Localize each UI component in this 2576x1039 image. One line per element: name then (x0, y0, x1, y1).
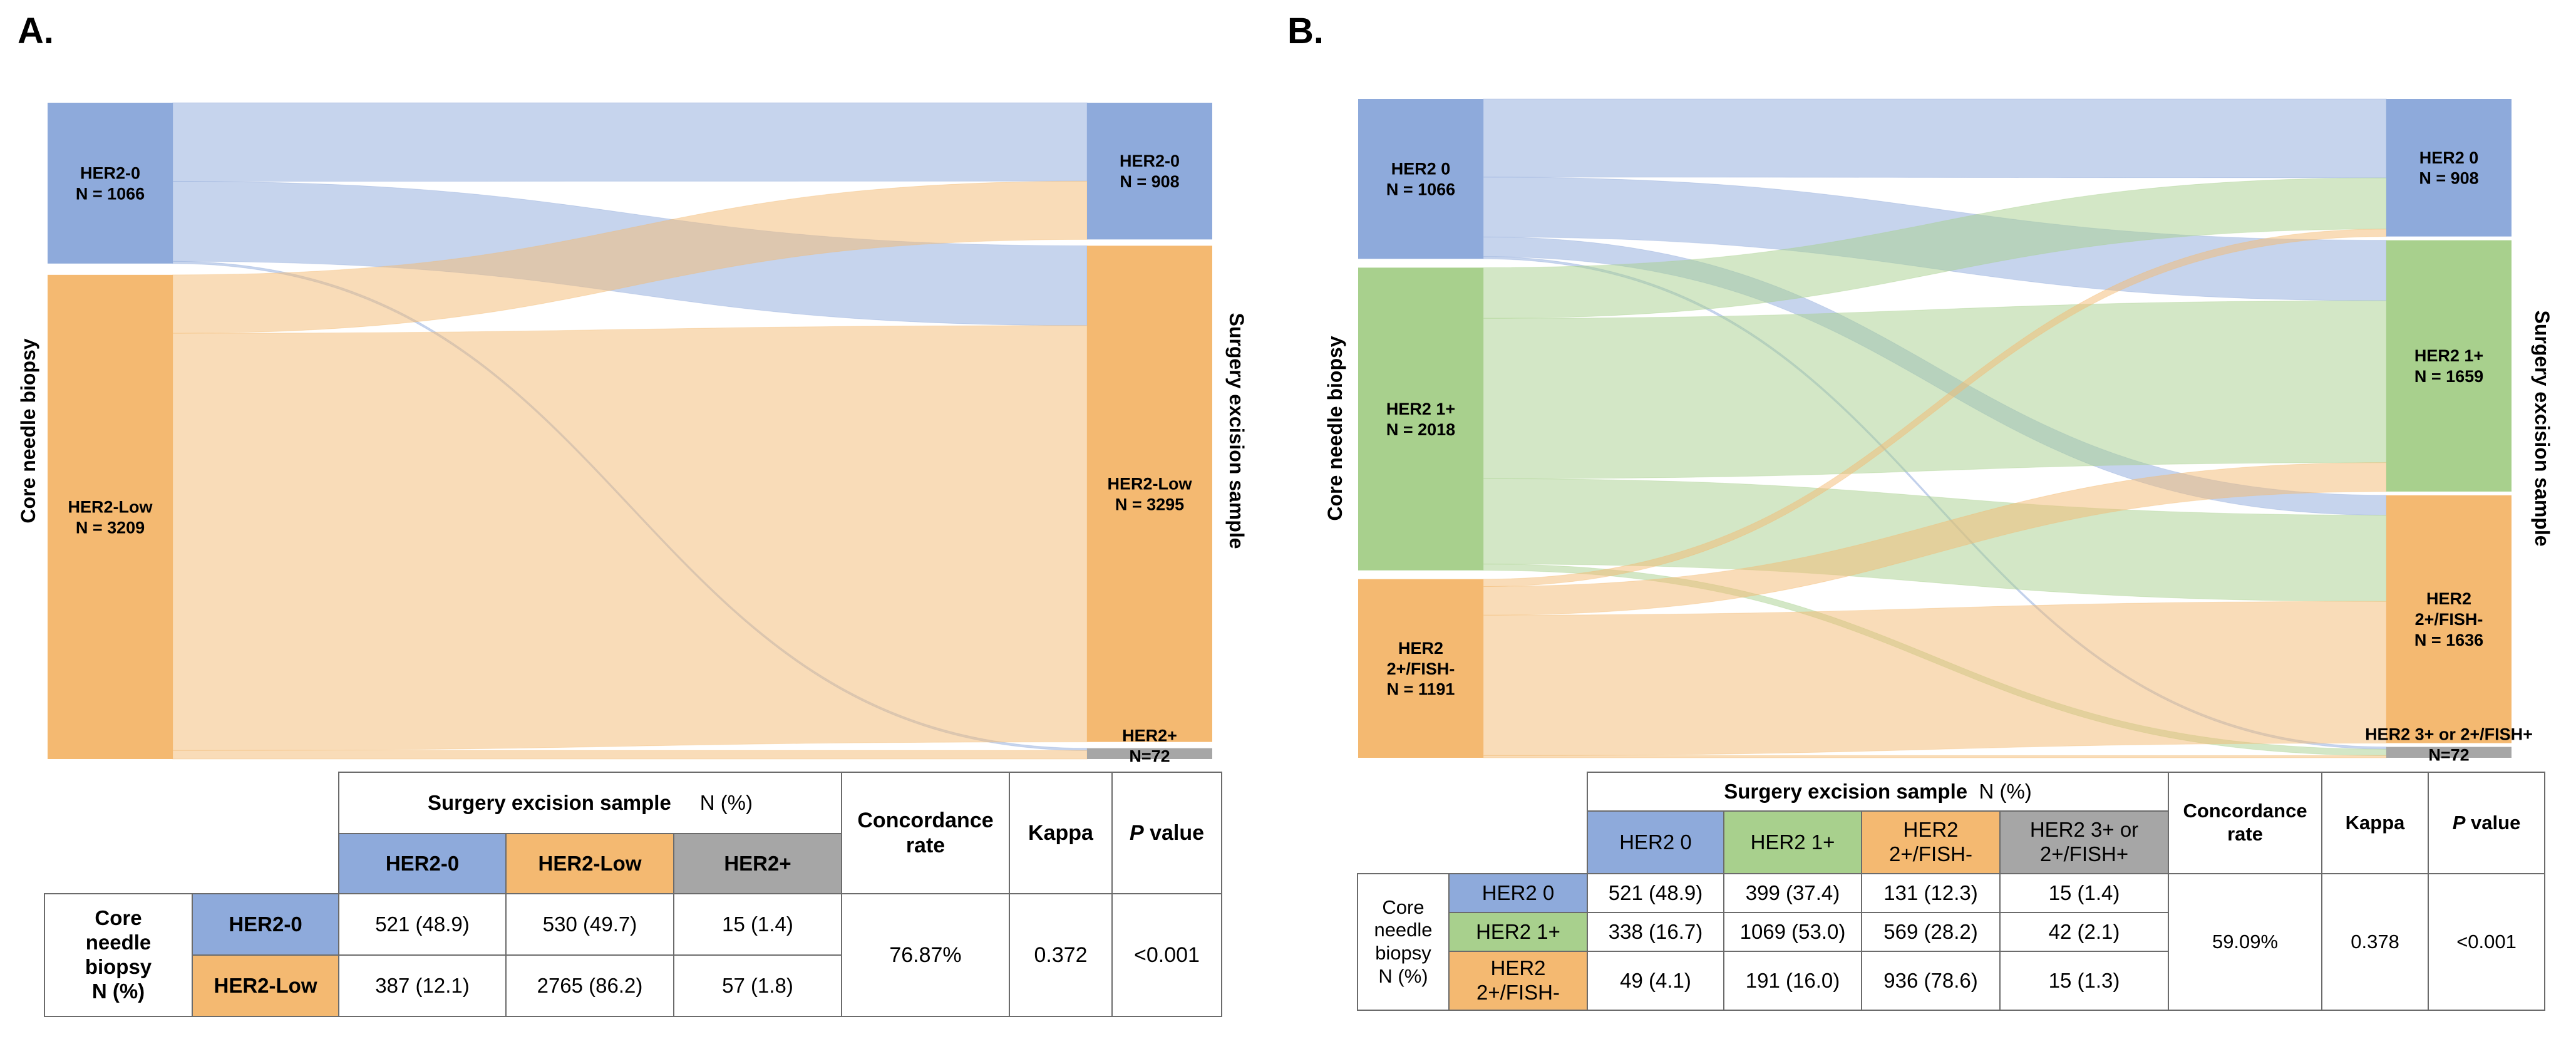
table-b-concordance-header: Concordance rate (2168, 772, 2323, 874)
table-b-cell: 569 (28.2) (1861, 912, 2001, 952)
table-a-pvalue-header: P value (1111, 772, 1223, 894)
flow-her2-low-to-her2plus (172, 750, 1088, 760)
table-b-cell: 49 (4.1) (1587, 951, 1724, 1011)
table-b-col-her2-1plus: HER2 1+ (1723, 810, 1862, 874)
table-a-col-her2-low: HER2-Low (505, 833, 674, 894)
table-b-cell: 521 (48.9) (1587, 873, 1724, 913)
table-a-col-her2-pos: HER2+ (672, 833, 843, 894)
left-axis-title: Core needle biopsy (17, 338, 39, 523)
right-node-her2-3plus-or-2plus-fishplus (2386, 747, 2512, 758)
concordance-table-a: Surgery excision sample N (%) Concordanc… (44, 772, 1223, 1017)
table-a-corner (44, 772, 339, 894)
table-b-cell: 338 (16.7) (1587, 912, 1724, 952)
table-a-pvalue-value: <0.001 (1111, 893, 1223, 1017)
flow-her2-0-to-her2-0 (172, 102, 1088, 182)
flow-her2-low-to-her2-low (172, 325, 1088, 751)
table-a-row-group: Core needle biopsy N (%) (44, 893, 193, 1017)
table-b-row-her2-2plus: HER2 2+/FISH- (1448, 951, 1588, 1011)
flow-her2-2plus-fish-to-her2-1plus (1483, 462, 2387, 616)
table-a-col-her2-0: HER2-0 (338, 833, 507, 894)
left-node-label-her2-1plus: HER2 1+ N = 2018 (1386, 400, 1455, 439)
right-node-label-her2-0: HER2-0 N = 908 (1120, 152, 1180, 191)
table-b-col-her2-2plus: HER2 2+/FISH- (1861, 810, 2001, 874)
flow-her2-2plus-fish-to-her2-3plus-or-2plus-fishplus (1483, 755, 2387, 758)
table-a-concordance-header: Concordance rate (841, 772, 1011, 894)
table-b-cell: 15 (1.3) (1999, 951, 2170, 1011)
right-axis-title: Surgery excision sample (1225, 313, 1248, 549)
right-node-label-her2plus: HER2+ N=72 (1122, 726, 1177, 766)
flow-her2-2plus-fish-to-her2-2plus-fish (1483, 601, 2387, 756)
sankey-panel-a: HER2-0 N = 1066 HER2-Low N = 3209 HER2-0 N = … (17, 102, 1248, 766)
right-node-her2-0 (1087, 103, 1212, 240)
table-b-pvalue-value: <0.001 (2428, 873, 2546, 1011)
table-a-group-header: Surgery excision sample N (%) (337, 772, 843, 834)
flow-her2-low-to-her2-0 (172, 180, 1088, 334)
right-node-label-her2-2plus-fish: HER2 2+/FISH-N = 1636 (2414, 589, 2483, 649)
table-a-row-her2-0: HER2-0 (192, 893, 339, 956)
right-node-label-her2-1plus: HER2 1+ N = 1659 (2414, 346, 2483, 386)
table-b-col-her2-0: HER2 0 (1587, 810, 1724, 874)
right-node-her2-2plus-fish (2386, 495, 2512, 743)
table-a-kappa-value: 0.372 (1009, 893, 1113, 1017)
table-b-cell: 1069 (53.0) (1723, 912, 1862, 952)
left-node-her2-low (48, 274, 173, 760)
right-node-her2-low (1087, 246, 1212, 742)
left-node-her2-1plus (1358, 267, 1483, 571)
table-b-kappa-value: 0.378 (2321, 873, 2429, 1011)
right-node-her2-1plus (2386, 240, 2512, 492)
table-b-cell: 399 (37.4) (1723, 873, 1862, 913)
table-a-cell: 387 (12.1) (338, 954, 507, 1017)
table-b-row-group: Core needle biopsy N (%) (1357, 873, 1450, 1011)
table-a-cell: 15 (1.4) (672, 893, 843, 956)
concordance-table-b: Surgery excision sample N (%) Concordanc… (1357, 772, 2546, 1011)
table-b-corner (1358, 772, 1587, 874)
panel-b-letter: B. (1287, 11, 1324, 51)
table-b-kappa-header: Kappa (2321, 772, 2429, 874)
table-b-group-header: Surgery excision sample N (%) (1586, 772, 2170, 812)
table-b-cell: 42 (2.1) (1999, 912, 2170, 952)
table-b-cell: 936 (78.6) (1861, 951, 2001, 1011)
left-node-her2-0 (48, 103, 173, 264)
table-a-cell: 530 (49.7) (505, 893, 674, 956)
table-a-cell: 521 (48.9) (338, 893, 507, 956)
table-b-row-her2-1plus: HER2 1+ (1448, 912, 1588, 952)
table-a-row-her2-low: HER2-Low (192, 954, 339, 1017)
table-b-pvalue-header: P value (2428, 772, 2546, 874)
table-a-cell: 57 (1.8) (672, 954, 843, 1017)
right-node-her2plus (1087, 748, 1212, 759)
left-node-label-her2-2plus-fish: HER2 2+/FISH-N = 1191 (1387, 639, 1455, 699)
right-axis-title: Surgery excision sample (2531, 310, 2553, 546)
table-b-cell: 15 (1.4) (1999, 873, 2170, 913)
right-node-label-her2-3plus-or-2plus-fishplus: HER2 3+ or 2+/FISH+ N=72 (2365, 725, 2533, 765)
table-b-cell: 131 (12.3) (1861, 873, 2001, 913)
left-node-her2-2plus-fish (1358, 579, 1483, 758)
table-b-concordance-value: 59.09% (2168, 873, 2323, 1011)
panel-a-letter: A. (18, 11, 54, 51)
flow-her2-1plus-to-her2-1plus (1483, 300, 2387, 479)
right-node-label-her2-low: HER2-Low N = 3295 (1108, 474, 1193, 514)
table-a-concordance-value: 76.87% (841, 893, 1011, 1017)
table-a-kappa-header: Kappa (1009, 772, 1113, 894)
left-axis-title: Core needle biopsy (1324, 336, 1346, 520)
left-node-her2-0 (1358, 99, 1483, 259)
table-b-row-her2-0: HER2 0 (1448, 873, 1588, 913)
table-b-cell: 191 (16.0) (1723, 951, 1862, 1011)
table-a-cell: 2765 (86.2) (505, 954, 674, 1017)
right-node-her2-0 (2386, 99, 2512, 237)
left-node-label-her2-low: HER2-Low N = 3209 (68, 497, 153, 537)
flow-her2-0-to-her2-0 (1483, 98, 2387, 178)
left-node-label-her2-0: HER2-0 N = 1066 (76, 163, 145, 203)
table-b-col-her2-pos: HER2 3+ or 2+/FISH+ (1999, 810, 2170, 874)
